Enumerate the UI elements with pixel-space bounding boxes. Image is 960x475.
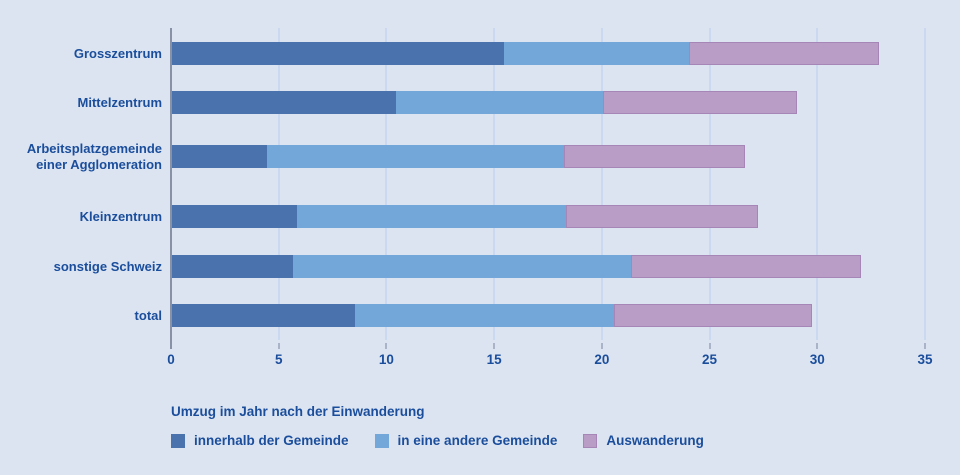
tick-label: 15 [486,352,502,367]
plot-area [170,28,926,349]
x-axis-ticks [170,343,926,350]
tick-mark [493,343,496,349]
legend-item: in eine andere Gemeinde [374,433,558,448]
tick-mark [277,343,280,349]
tick-mark [816,343,819,349]
category-label: Arbeitsplatzgemeinde einer Agglomeration [26,140,162,172]
legend-title: Umzug im Jahr nach der Einwanderung [171,404,425,419]
tick-mark [708,343,711,349]
legend-label: in eine andere Gemeinde [397,433,558,448]
legend-swatch [583,433,598,448]
bar-segment [172,255,293,278]
gridline [708,28,711,340]
tick-label: 5 [274,352,283,367]
tick-label: 20 [594,352,610,367]
tick-label: 0 [167,352,175,367]
category-labels: Grosszentrum Mittelzentrum Arbeitsplatzgem… [0,28,162,343]
tick-mark [924,343,926,349]
bar-segment [566,205,758,228]
bar-segment [602,91,797,114]
bar-segment [355,304,614,327]
bar-segment [266,145,565,168]
category-label: sonstige Schweiz [53,258,162,274]
gridline [816,28,819,340]
tick-label: 10 [378,352,394,367]
bar-segment [296,205,567,228]
tick-mark [385,343,388,349]
y-axis-line [170,28,172,349]
bar-segment [172,145,267,168]
category-label: Grosszentrum [73,45,162,61]
bar-row [172,145,746,168]
bar-segment [689,42,879,65]
bar-segment [396,91,603,114]
legend-items: innerhalb der Gemeinde in eine andere Gem… [171,433,704,448]
legend: Umzug im Jahr nach der Einwanderung inne… [171,404,704,448]
tick-label: 35 [917,352,933,367]
tick-mark [170,343,172,349]
gridline [600,28,603,340]
bar-row [172,205,758,228]
tick-label: 30 [809,352,825,367]
gridline [385,28,388,340]
gridline [493,28,496,340]
legend-label: Auswanderung [606,433,704,448]
legend-label: innerhalb der Gemeinde [194,433,349,448]
bar-row [172,255,862,278]
bar-segment [503,42,690,65]
bar-row [172,304,812,327]
bar-row [172,91,797,114]
bar-segment [564,145,746,168]
bar-segment [292,255,631,278]
bar-segment [630,255,862,278]
category-label: Kleinzentrum [79,208,162,224]
bar-segment [172,42,504,65]
bar-segment [172,304,356,327]
bar-segment [172,91,397,114]
category-label: Mittelzentrum [77,94,163,110]
bar-row [172,42,879,65]
legend-item: innerhalb der Gemeinde [171,433,349,448]
gridline [924,28,926,340]
legend-item: Auswanderung [583,433,704,448]
bar-segment [172,205,297,228]
legend-swatch [171,433,185,448]
tick-label: 25 [702,352,718,367]
gridline [277,28,280,340]
bar-segment [613,304,812,327]
category-label: total [134,307,162,323]
tick-mark [600,343,603,349]
legend-swatch [374,433,389,448]
